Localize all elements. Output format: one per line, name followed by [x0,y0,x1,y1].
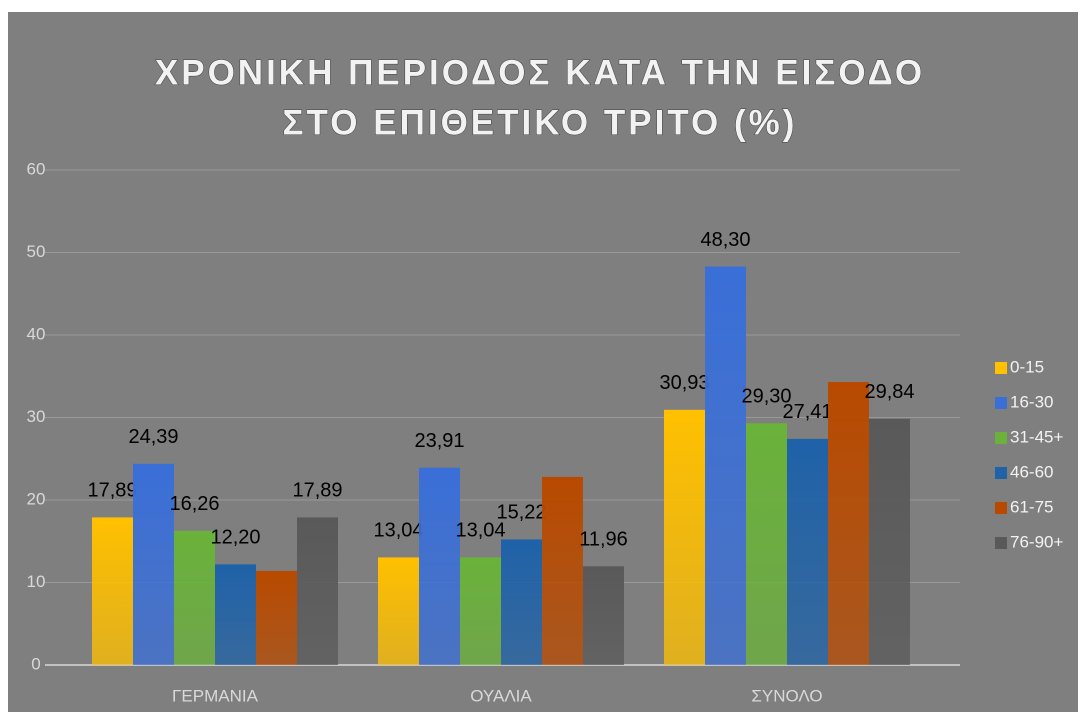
legend-label: 31-45+ [1010,427,1063,446]
bar [133,463,174,665]
data-label: 48,30 [700,229,750,251]
bar [583,566,624,665]
bar [746,423,787,665]
legend-swatch [995,537,1007,549]
data-label: 16,26 [169,493,219,515]
data-label: 17,89 [87,480,137,502]
bar [869,418,910,665]
bar [419,467,460,665]
bar [460,557,501,665]
bar [705,266,746,665]
y-tick-label: 0 [31,654,40,673]
legend-label: 16-30 [1010,392,1053,411]
chart-title: ΣΤΟ ΕΠΙΘΕΤΙΚΟ ΤΡΙΤΟ (%) [283,103,798,142]
legend-swatch [995,432,1007,444]
x-tick-label: ΟΥΑΛΙΑ [470,686,532,705]
data-label: 17,89 [292,480,342,502]
data-label: 11,96 [579,529,628,551]
bar [787,438,828,665]
data-label: 13,04 [373,520,423,542]
y-tick-label: 40 [27,324,46,343]
data-label: 29,30 [741,386,791,408]
data-label: 12,20 [210,527,260,549]
data-label: 30,93 [659,372,709,394]
data-label: 15,22 [496,502,546,524]
legend-label: 61-75 [1010,497,1053,516]
bar [664,409,705,665]
legend-label: 46-60 [1010,462,1053,481]
bar [542,476,583,665]
legend-label: 76-90+ [1010,532,1063,551]
bar [828,382,869,665]
x-tick-label: ΣΥΝΟΛΟ [751,686,822,705]
legend-label: 0-15 [1010,357,1044,376]
data-label: 23,91 [414,430,464,452]
bar [215,564,256,665]
y-tick-label: 20 [27,489,46,508]
legend-swatch [995,502,1007,514]
data-label: 27,41 [782,401,832,423]
chart-title: ΧΡΟΝΙΚΗ ΠΕΡΙΟΔΟΣ ΚΑΤΑ ΤΗΝ ΕΙΣΟΔΟ [155,53,925,92]
bar [174,530,215,665]
y-tick-label: 10 [27,572,46,591]
y-tick-label: 50 [27,242,46,261]
legend-swatch [995,362,1007,374]
bar [378,557,419,665]
bar [92,517,133,665]
data-label: 24,39 [128,426,178,448]
data-label: 29,84 [864,381,914,403]
y-tick-label: 30 [27,407,46,426]
legend-swatch [995,467,1007,479]
legend-swatch [995,397,1007,409]
bar [501,539,542,665]
data-label: 13,04 [455,520,505,542]
y-tick-label: 60 [27,159,46,178]
bar [297,517,338,665]
x-tick-label: ΓΕΡΜΑΝΙΑ [172,686,259,705]
bar [256,570,297,665]
